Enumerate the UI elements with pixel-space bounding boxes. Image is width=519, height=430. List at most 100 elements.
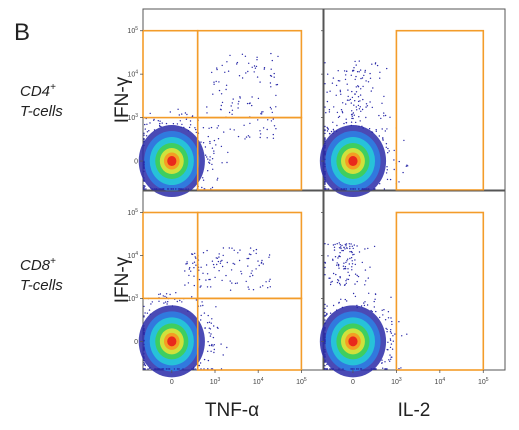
row-label-cd4: CD4+ T-cells [20, 82, 63, 120]
event-dot [208, 321, 211, 323]
event-dot [212, 93, 214, 95]
event-dot [212, 336, 215, 339]
event-dot [330, 281, 332, 283]
event-dot [324, 261, 326, 264]
event-dot [324, 342, 326, 345]
event-dot [326, 188, 328, 190]
event-dot [143, 347, 145, 350]
event-dot [364, 269, 367, 271]
event-dot [390, 343, 393, 345]
event-dot [200, 319, 202, 321]
event-dot [202, 304, 204, 307]
event-dot [203, 358, 206, 361]
event-dot [338, 255, 340, 258]
event-dot [406, 333, 408, 335]
x-tick-label: 105 [296, 377, 307, 386]
event-dot [329, 277, 331, 279]
event-dot [388, 359, 390, 361]
event-dot [202, 179, 205, 181]
event-dot [231, 102, 233, 104]
event-dot [358, 108, 361, 110]
event-dot [186, 261, 188, 263]
event-dot [268, 280, 270, 282]
event-dot [143, 138, 145, 140]
x-tick-label: 103 [391, 377, 402, 386]
event-dot [345, 245, 347, 247]
event-dot [262, 127, 265, 129]
event-dot [220, 145, 223, 148]
event-dot [213, 348, 215, 351]
event-dot [324, 303, 326, 306]
event-dot [382, 139, 384, 141]
event-dot [151, 188, 153, 190]
event-dot [361, 188, 364, 190]
event-dot [201, 301, 203, 303]
event-dot [259, 133, 262, 135]
event-dot [346, 258, 349, 260]
event-dot [236, 282, 238, 284]
event-dot [143, 368, 145, 370]
event-dot [324, 182, 326, 184]
event-dot [324, 137, 326, 139]
event-dot [392, 335, 394, 337]
event-dot [386, 169, 388, 171]
event-dot [324, 171, 326, 173]
event-dot [332, 77, 335, 79]
event-dot [143, 141, 145, 143]
scatter-panel-3: 0 103 104 105 0 103 104 105 [127, 190, 324, 386]
event-dot [339, 255, 341, 258]
event-dot [328, 111, 331, 113]
event-dot [233, 129, 235, 131]
event-dot [373, 188, 375, 190]
event-dot [324, 334, 326, 336]
event-dot [209, 142, 211, 145]
event-dot [406, 164, 408, 166]
event-dot [337, 257, 339, 259]
event-dot [327, 128, 329, 130]
event-dot [330, 368, 332, 370]
event-dot [344, 298, 346, 301]
event-dot [213, 152, 215, 155]
event-dot [335, 130, 338, 132]
event-dot [400, 367, 402, 369]
event-dot [143, 340, 145, 342]
event-dot [200, 305, 202, 307]
plot-panels: 0 103 104 105 0 103 104 105 0 103 104 105 0 103 104 105 [127, 8, 506, 386]
event-dot [259, 130, 261, 132]
event-dot [389, 338, 392, 340]
event-dot [352, 292, 355, 295]
event-dot [143, 134, 145, 136]
event-dot [326, 130, 329, 132]
event-dot [391, 348, 394, 350]
event-dot [374, 298, 376, 300]
event-dot [333, 106, 335, 108]
event-dot [376, 64, 379, 67]
event-dot [338, 247, 341, 249]
event-dot [324, 158, 326, 160]
event-dot [159, 368, 161, 370]
event-dot [354, 263, 356, 266]
event-dot [356, 304, 358, 307]
event-dot [324, 349, 326, 351]
event-dot [209, 335, 212, 337]
event-dot [390, 317, 392, 319]
event-dot [149, 122, 151, 124]
event-dot [206, 249, 208, 252]
event-dot [143, 363, 146, 365]
event-dot [181, 113, 183, 115]
event-dot [212, 345, 214, 347]
event-dot [369, 72, 371, 75]
event-dot [216, 257, 219, 259]
event-dot [341, 306, 344, 309]
event-dot [324, 165, 326, 168]
event-dot [259, 81, 261, 83]
x-tick-label: 0 [170, 379, 174, 386]
event-dot [379, 77, 381, 79]
event-dot [370, 90, 372, 92]
event-dot [238, 75, 241, 77]
event-dot [344, 266, 347, 268]
event-dot [167, 188, 170, 190]
event-dot [158, 293, 160, 296]
event-dot [176, 368, 179, 370]
event-dot [338, 115, 341, 118]
